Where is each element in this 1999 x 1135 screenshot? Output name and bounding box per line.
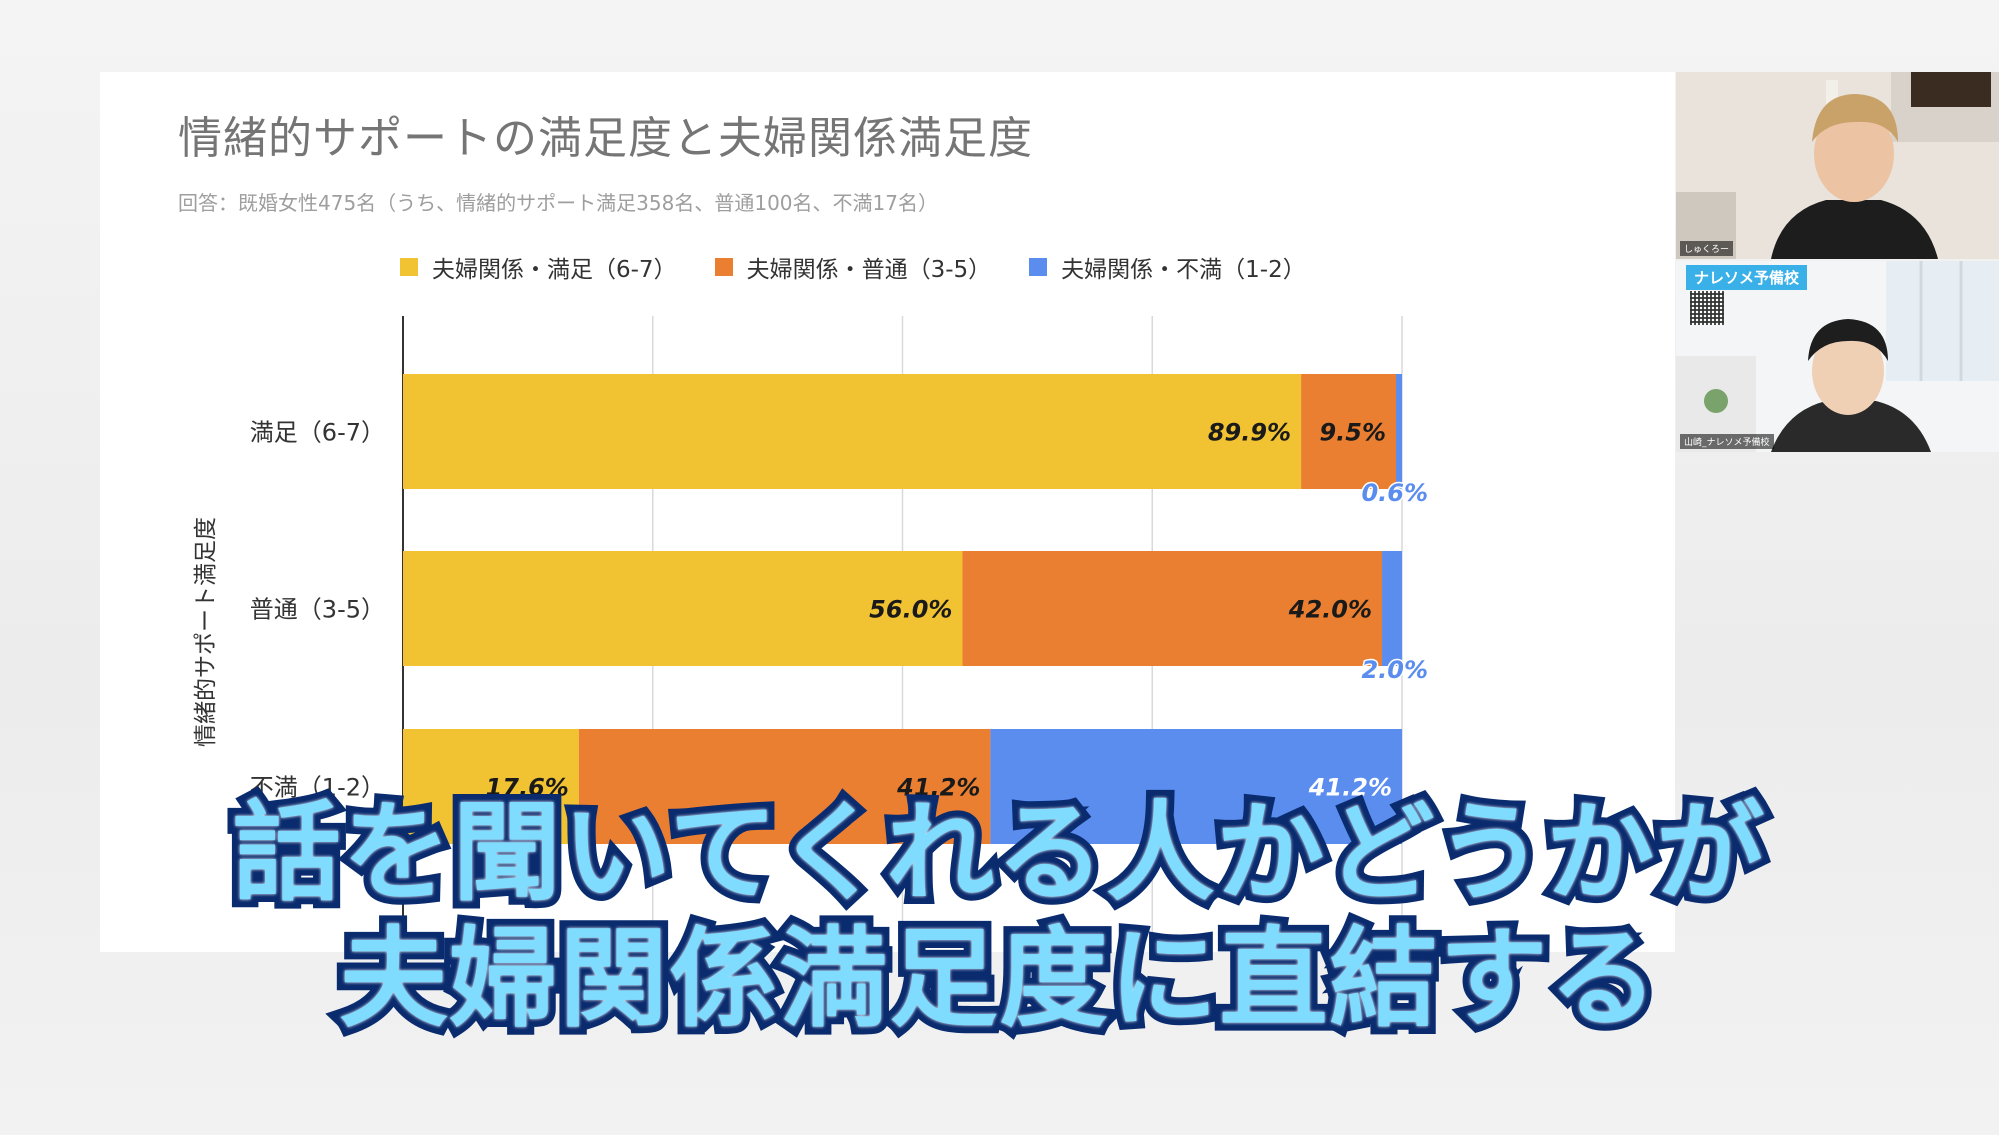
legend-item-normal: 夫婦関係・普通（3-5） (714, 250, 992, 284)
bar-segment (962, 551, 1383, 666)
legend-swatch (400, 258, 418, 276)
data-label: 0.6% (1361, 479, 1428, 507)
subtitle-caption: 話を聞いてくれる人かどうかが 夫婦関係満足度に直結する (0, 791, 1999, 1042)
data-label: 9.5% (1319, 419, 1386, 447)
data-label: 41.2% (1308, 774, 1392, 802)
data-label: 41.2% (896, 774, 980, 802)
data-label: 42.0% (1288, 596, 1372, 624)
bar-segment (1396, 374, 1402, 489)
data-label: 89.9% (1208, 419, 1291, 447)
video-tile-participant-2[interactable]: ナレソメ予備校 山崎_ナレソメ予備校 (1676, 261, 1999, 452)
bar-segment (578, 729, 991, 844)
participant-name: 山崎_ナレソメ予備校 (1680, 434, 1774, 449)
category-tick-label: 普通（3-5） (250, 596, 385, 624)
video-call-panel: しゅくろー ナレソメ予備校 山崎_ナレソメ予備校 (1676, 72, 1999, 452)
data-label: 17.6% (486, 774, 569, 802)
bar-segment (403, 374, 1302, 489)
bar-segment (1382, 551, 1402, 666)
legend-label: 夫婦関係・満足（6-7） (432, 257, 677, 283)
bar-segment (403, 551, 963, 666)
bar-segment (403, 729, 579, 844)
brand-badge: ナレソメ予備校 (1686, 265, 1808, 290)
chart-slide: 情緒的サポートの満足度と夫婦関係満足度 回答：既婚女性475名（うち、情緒的サポ… (100, 72, 1675, 952)
legend-item-dissatisfied: 夫婦関係・不満（1-2） (1029, 250, 1306, 284)
data-label: 56.0% (869, 596, 952, 624)
chart-title: 情緒的サポートの満足度と夫婦関係満足度 (178, 113, 1033, 164)
caption-line-2: 夫婦関係満足度に直結する (331, 917, 1665, 1042)
legend-label: 夫婦関係・不満（1-2） (1061, 257, 1306, 283)
qr-code-icon (1690, 291, 1724, 325)
data-label: 2.0% (1361, 656, 1428, 684)
chart-legend: 夫婦関係・満足（6-7） 夫婦関係・普通（3-5） 夫婦関係・不満（1-2） (400, 250, 1306, 284)
y-axis-title: 情緒的サポート満足度 (193, 517, 219, 747)
bar-chart: 満足（6-7） 89.9% 9.5% 0.6% 普通（3-5） 56.0% 42.0% 2.0… (193, 316, 1430, 942)
caption-line-1: 話を聞いてくれる人かどうかが (225, 791, 1773, 916)
legend-label: 夫婦関係・普通（3-5） (746, 257, 992, 283)
bar-segment (1301, 374, 1397, 489)
legend-swatch (714, 258, 733, 276)
category-tick-label: 満足（6-7） (250, 419, 385, 447)
category-tick-label: 不満（1-2） (250, 774, 385, 802)
participant-1-video (1676, 72, 1999, 259)
legend-swatch (1029, 258, 1048, 276)
chart-subtitle: 回答：既婚女性475名（うち、情緒的サポート満足358名、普通100名、不満17… (178, 191, 938, 215)
video-tile-participant-1[interactable]: しゅくろー (1676, 72, 1999, 259)
legend-item-satisfied: 夫婦関係・満足（6-7） (400, 250, 677, 284)
participant-name: しゅくろー (1680, 241, 1734, 256)
bar-segment (990, 729, 1402, 844)
